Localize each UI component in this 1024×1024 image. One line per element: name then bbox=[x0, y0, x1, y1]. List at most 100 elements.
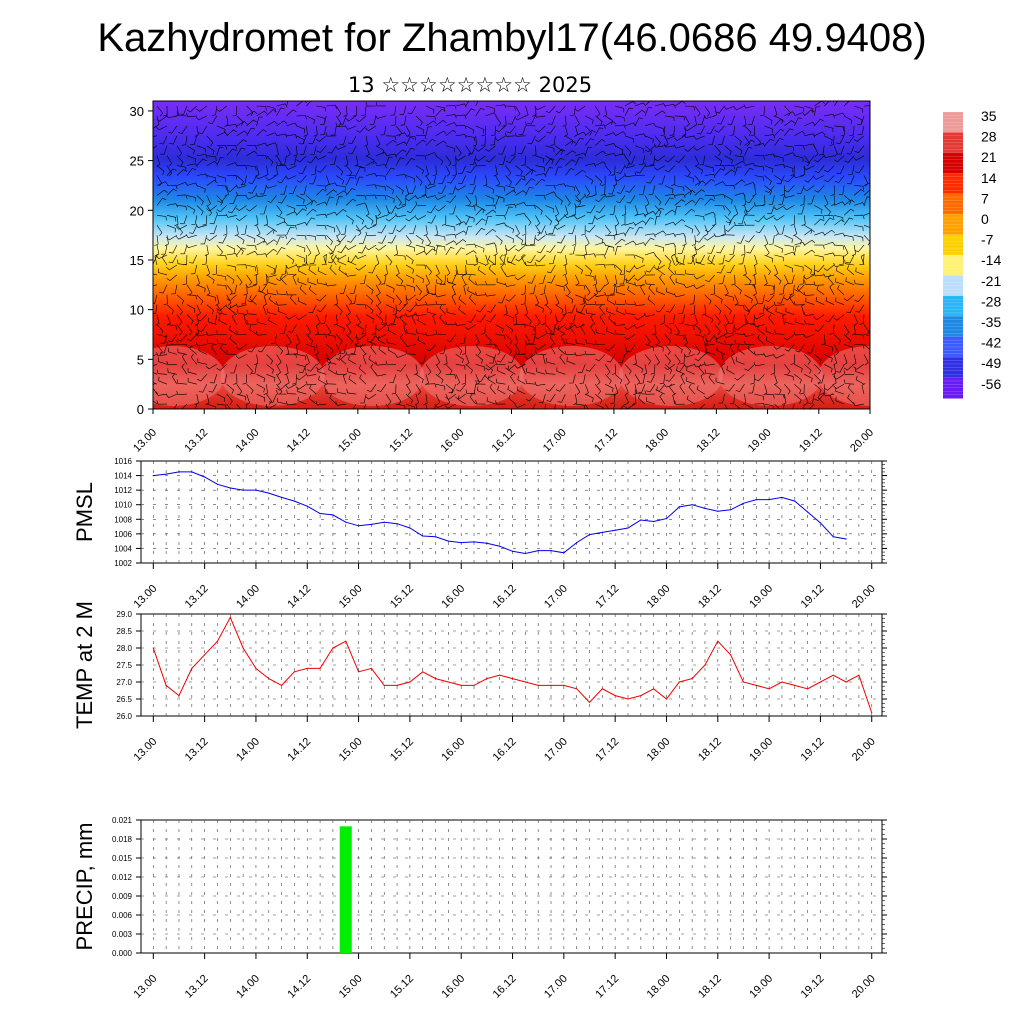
wind-barb bbox=[285, 383, 297, 389]
wind-barb bbox=[176, 294, 185, 305]
wind-barb bbox=[475, 364, 485, 371]
wind-barb bbox=[525, 393, 536, 402]
wind-barb bbox=[624, 164, 636, 169]
wind-barb bbox=[700, 373, 705, 385]
wind-barb bbox=[744, 274, 752, 285]
wind-barb bbox=[324, 383, 329, 395]
wind-barb bbox=[624, 254, 636, 259]
wind-barb bbox=[789, 284, 795, 295]
wind-barb bbox=[615, 124, 626, 129]
colorbar-swatch bbox=[943, 112, 963, 133]
wind-barb bbox=[857, 115, 865, 125]
wind-barb bbox=[784, 145, 794, 152]
wind-barb bbox=[594, 139, 606, 146]
wind-barb bbox=[834, 201, 846, 206]
wind-barb bbox=[684, 344, 692, 355]
wind-barb bbox=[495, 215, 506, 220]
wind-barb bbox=[694, 314, 698, 326]
wind-barb bbox=[236, 147, 246, 156]
wind-barb bbox=[546, 393, 556, 402]
wind-barb bbox=[823, 273, 835, 278]
wind-barb bbox=[659, 393, 666, 405]
wind-barb bbox=[306, 261, 317, 266]
wind-barb bbox=[270, 264, 277, 275]
wind-barb bbox=[296, 115, 307, 120]
wind-barb bbox=[195, 404, 198, 409]
wind-barb bbox=[548, 225, 556, 235]
wind-barb bbox=[216, 175, 226, 183]
colorbar-label: -21 bbox=[981, 273, 1001, 289]
wind-barb bbox=[206, 175, 216, 182]
pmsl-point bbox=[281, 496, 283, 498]
pmsl-point bbox=[730, 509, 732, 511]
wind-barb bbox=[208, 384, 218, 393]
wind-barb bbox=[370, 343, 377, 355]
wind-barb bbox=[457, 175, 466, 185]
wind-barb bbox=[734, 192, 746, 197]
wind-barb bbox=[276, 103, 288, 108]
wind-barb bbox=[327, 357, 337, 365]
wind-barb bbox=[246, 383, 254, 395]
wind-barb bbox=[684, 125, 695, 132]
wind-barb bbox=[803, 404, 805, 409]
wind-barb bbox=[248, 185, 257, 194]
wind-barb bbox=[307, 277, 317, 286]
wind-barb bbox=[226, 123, 238, 128]
wind-barb bbox=[833, 155, 845, 163]
wind-barb bbox=[234, 225, 239, 237]
wind-barb bbox=[495, 360, 506, 365]
wind-barb bbox=[724, 165, 736, 170]
wind-barb bbox=[755, 225, 765, 234]
wind-barb bbox=[280, 185, 287, 195]
wind-barb bbox=[794, 393, 802, 404]
wind-barb bbox=[524, 105, 529, 118]
wind-barb bbox=[764, 115, 773, 125]
wind-barb bbox=[522, 225, 527, 236]
wind-barb bbox=[196, 195, 204, 206]
pmsl-point bbox=[242, 489, 244, 491]
wind-barb bbox=[584, 384, 589, 396]
wind-barb bbox=[271, 334, 277, 345]
wind-barb bbox=[395, 294, 402, 306]
wind-barb bbox=[389, 314, 397, 324]
wind-barb bbox=[804, 133, 816, 138]
wind-barb bbox=[249, 295, 257, 305]
wind-barb bbox=[166, 234, 178, 241]
wind-barb bbox=[206, 331, 217, 336]
wind-barb bbox=[306, 195, 314, 206]
wind-barb bbox=[316, 224, 327, 230]
wind-barb bbox=[555, 304, 564, 314]
wind-barb bbox=[394, 354, 407, 358]
wind-barb bbox=[405, 244, 415, 252]
wind-barb bbox=[594, 374, 601, 385]
wind-barb bbox=[472, 135, 477, 147]
wind-barb bbox=[484, 374, 496, 379]
wind-barb bbox=[495, 324, 504, 333]
wind-barb bbox=[461, 344, 466, 355]
wind-barb bbox=[823, 217, 834, 226]
wind-barb bbox=[206, 180, 218, 186]
wind-barb bbox=[233, 374, 238, 385]
wind-barb bbox=[415, 201, 426, 206]
pmsl-point bbox=[588, 534, 591, 536]
x-tick-label: 14.12 bbox=[285, 427, 313, 455]
wind-barb bbox=[673, 135, 685, 141]
wind-barb bbox=[485, 364, 496, 371]
wind-barb bbox=[385, 304, 395, 313]
wind-barb bbox=[246, 320, 257, 325]
warm-core bbox=[618, 346, 723, 406]
temp-point bbox=[627, 698, 629, 700]
wind-barb bbox=[405, 274, 415, 283]
wind-barb bbox=[795, 344, 805, 353]
wind-barb bbox=[224, 115, 229, 127]
wind-barb bbox=[625, 299, 636, 305]
y-tick-label: 0.006 bbox=[112, 911, 133, 920]
wind-barb bbox=[555, 215, 560, 227]
wind-barb bbox=[674, 400, 685, 405]
x-tick-label: 20.00 bbox=[850, 973, 878, 1001]
wind-barb bbox=[695, 258, 705, 266]
temp-point bbox=[550, 684, 552, 687]
wind-barb bbox=[485, 209, 497, 216]
wind-barb bbox=[566, 356, 576, 365]
wind-barb bbox=[747, 115, 755, 125]
